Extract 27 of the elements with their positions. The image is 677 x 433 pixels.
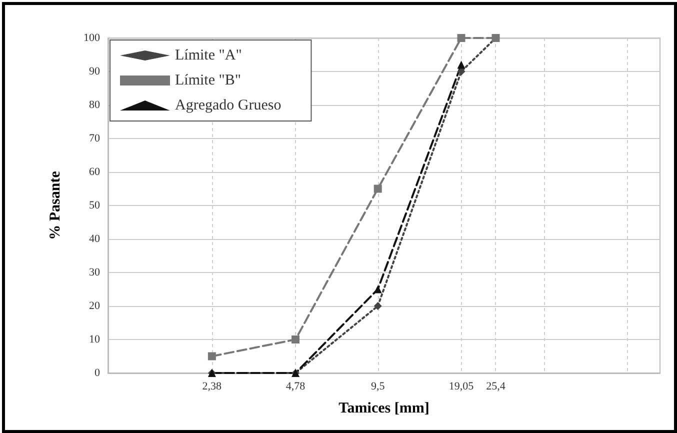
y-tick-label: 80 [89, 99, 100, 111]
x-axis-title: Tamices [mm] [338, 400, 430, 416]
point [374, 184, 382, 193]
y-tick-label: 20 [89, 300, 100, 312]
legend-label: Agregado Grueso [175, 98, 282, 114]
x-tick-label: 9,5 [370, 380, 386, 392]
legend-label: Límite "A" [175, 48, 242, 64]
y-tick-label: 10 [89, 334, 100, 346]
x-tick-label: 25,4 [486, 380, 506, 392]
point [292, 336, 300, 344]
y-tick-label: 50 [89, 200, 100, 212]
y-tick-label: 40 [89, 233, 100, 245]
y-tick-label: 100 [84, 32, 100, 44]
y-tick-label: 90 [89, 66, 100, 78]
y-tick-label: 0 [94, 367, 100, 379]
x-tick-label: 4,78 [286, 380, 306, 392]
point [374, 302, 382, 310]
point [457, 68, 466, 76]
y-axis-title: % Pasante [48, 170, 64, 240]
point [208, 352, 216, 360]
y-tick-label: 30 [89, 266, 100, 278]
y-tick-label: 60 [89, 166, 100, 178]
legend-label: Límite "B" [175, 72, 241, 88]
x-tick-label: 19,05 [448, 380, 474, 392]
y-tick-label: 70 [89, 132, 100, 144]
x-tick-label: 2,38 [202, 380, 222, 392]
point [457, 34, 466, 42]
